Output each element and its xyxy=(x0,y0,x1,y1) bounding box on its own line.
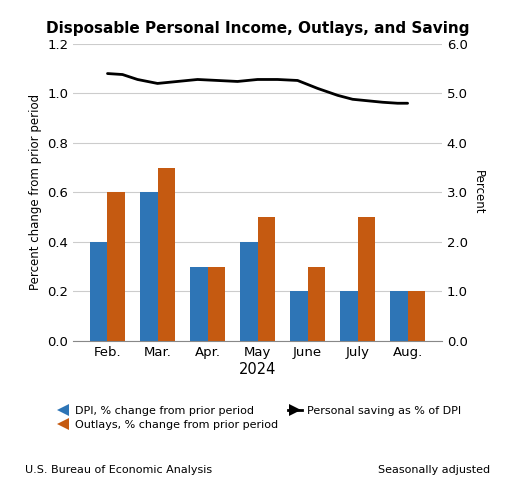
Bar xyxy=(140,192,158,341)
Y-axis label: Percent change from prior period: Percent change from prior period xyxy=(29,94,42,290)
Bar xyxy=(240,242,258,341)
Bar xyxy=(308,267,325,341)
Title: Disposable Personal Income, Outlays, and Saving: Disposable Personal Income, Outlays, and… xyxy=(46,21,469,36)
Text: U.S. Bureau of Economic Analysis: U.S. Bureau of Economic Analysis xyxy=(25,465,213,475)
Bar xyxy=(290,291,308,341)
Bar xyxy=(258,217,275,341)
Legend: Personal saving as % of DPI: Personal saving as % of DPI xyxy=(288,406,462,416)
Y-axis label: Percent: Percent xyxy=(471,170,484,215)
Bar xyxy=(358,217,375,341)
Legend: DPI, % change from prior period, Outlays, % change from prior period: DPI, % change from prior period, Outlays… xyxy=(56,406,278,431)
Bar xyxy=(158,168,175,341)
Bar xyxy=(190,267,208,341)
Bar xyxy=(390,291,408,341)
Bar xyxy=(340,291,358,341)
Bar xyxy=(90,242,108,341)
Bar xyxy=(408,291,425,341)
X-axis label: 2024: 2024 xyxy=(239,361,276,376)
Text: Seasonally adjusted: Seasonally adjusted xyxy=(378,465,490,475)
Bar xyxy=(208,267,225,341)
Bar xyxy=(108,192,125,341)
